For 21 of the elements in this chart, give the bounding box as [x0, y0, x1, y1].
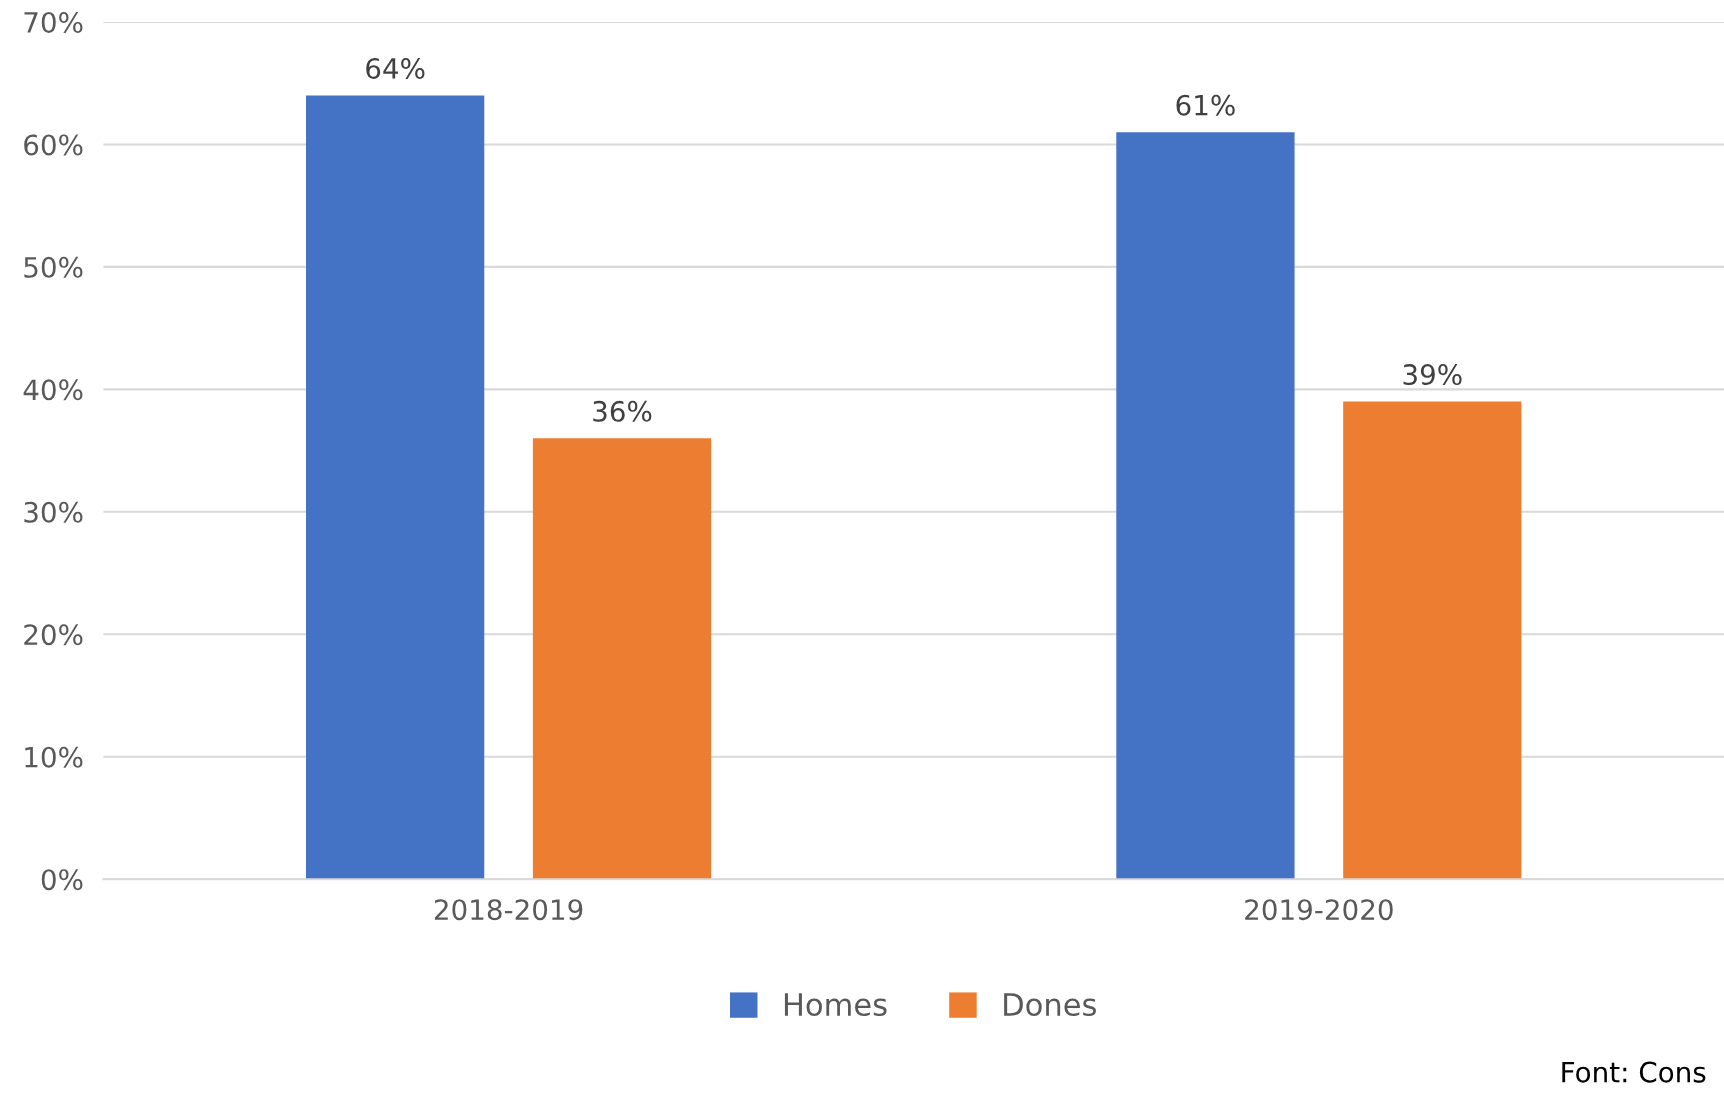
- bar: [1343, 401, 1522, 880]
- y-tick-label: 70%: [24, 11, 83, 33]
- legend-label: Dones: [1004, 993, 1096, 1017]
- bar: [532, 438, 712, 880]
- data-label: 36%: [593, 400, 652, 422]
- text: Font: Cons: [1562, 1061, 1706, 1083]
- bar: [1116, 132, 1295, 880]
- y-tick-label: 40%: [23, 379, 83, 401]
- x-tick-label: 2018-2019: [434, 899, 583, 921]
- x-tick-label: 2019-2020: [1245, 899, 1393, 921]
- legend-label: Homes: [784, 993, 887, 1017]
- y-tick-label: 10%: [25, 746, 83, 768]
- y-tick-label: 20%: [24, 624, 83, 646]
- y-tick-label: 60%: [24, 134, 83, 156]
- bar: [306, 95, 485, 880]
- data-label: 39%: [1403, 364, 1462, 386]
- y-tick-label: 50%: [24, 256, 83, 278]
- y-tick-label: 30%: [24, 501, 83, 523]
- data-label: 61%: [1176, 94, 1235, 116]
- data-label: 64%: [366, 57, 425, 79]
- y-tick-label: 0%: [41, 869, 83, 891]
